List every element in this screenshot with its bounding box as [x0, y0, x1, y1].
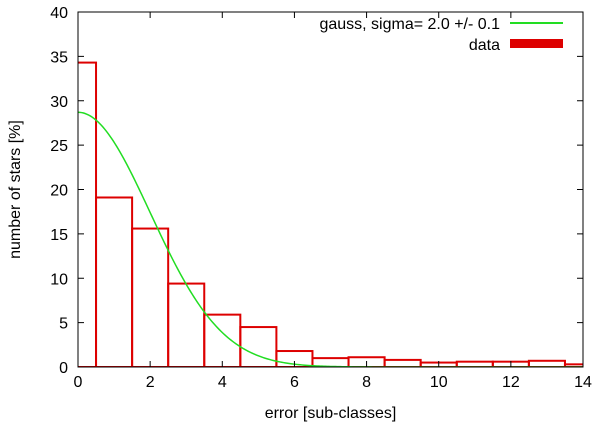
y-tick-label: 40 — [50, 5, 68, 22]
x-tick-label: 8 — [362, 374, 371, 391]
x-tick-label: 10 — [430, 374, 448, 391]
y-tick-label: 10 — [50, 271, 68, 288]
plot-area — [78, 61, 583, 367]
gauss-curve — [78, 111, 583, 367]
histogram-bar-5 — [239, 326, 278, 367]
axis-ticks: 0 2 4 6 8 10 12 14 0 5 10 15 20 25 30 35 40 — [50, 5, 592, 391]
legend-label-gauss: gauss, sigma= 2.0 +/- 0.1 — [319, 16, 500, 33]
y-tick-label: 0 — [59, 360, 68, 377]
plot-marks — [78, 61, 583, 367]
histogram-bar-9 — [383, 358, 422, 367]
y-tick-label: 15 — [50, 227, 68, 244]
legend: gauss, sigma= 2.0 +/- 0.1 data — [319, 16, 563, 54]
y-tick-label: 30 — [50, 94, 68, 111]
histogram-bar-1 — [95, 196, 134, 367]
legend-swatch-data — [510, 39, 563, 48]
histogram-bar-14 — [563, 363, 583, 367]
x-tick-label: 4 — [218, 374, 227, 391]
x-tick-label: 2 — [146, 374, 155, 391]
histogram-bar-13 — [527, 359, 566, 367]
y-tick-label: 5 — [59, 316, 68, 333]
histogram-bar-4 — [203, 313, 242, 367]
y-tick-label: 20 — [50, 183, 68, 200]
x-tick-label: 12 — [502, 374, 520, 391]
x-tick-label: 6 — [290, 374, 299, 391]
x-tick-label: 0 — [74, 374, 83, 391]
histogram-bar-11 — [455, 360, 494, 367]
histogram-bar-3 — [167, 282, 206, 367]
plot-frame — [77, 11, 584, 368]
x-axis-label: error [sub-classes] — [265, 405, 397, 422]
y-axis-label: number of stars [%] — [7, 120, 24, 259]
y-tick-label: 25 — [50, 138, 68, 155]
legend-label-data: data — [469, 37, 500, 54]
x-tick-label: 14 — [574, 374, 592, 391]
histogram-bar-2 — [131, 227, 170, 367]
y-tick-label: 35 — [50, 49, 68, 66]
